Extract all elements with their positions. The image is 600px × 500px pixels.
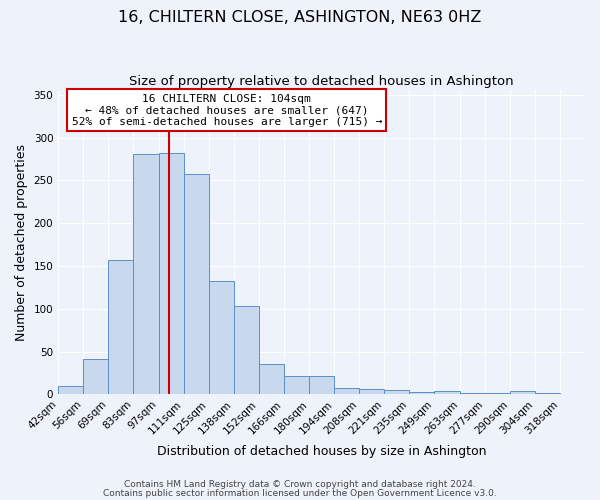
Text: Contains HM Land Registry data © Crown copyright and database right 2024.: Contains HM Land Registry data © Crown c… [124, 480, 476, 489]
Bar [359, 390, 385, 394]
Bar [409, 392, 434, 394]
Bar [158, 153, 184, 394]
Bar [133, 154, 158, 394]
Title: Size of property relative to detached houses in Ashington: Size of property relative to detached ho… [129, 75, 514, 88]
Bar [434, 391, 460, 394]
Bar [58, 386, 83, 394]
Text: 16, CHILTERN CLOSE, ASHINGTON, NE63 0HZ: 16, CHILTERN CLOSE, ASHINGTON, NE63 0HZ [118, 10, 482, 25]
Bar [535, 392, 560, 394]
Bar [234, 306, 259, 394]
Bar [309, 376, 334, 394]
Bar [460, 392, 485, 394]
Bar [109, 260, 133, 394]
Bar [184, 174, 209, 394]
Bar [209, 280, 234, 394]
Bar [485, 392, 510, 394]
Bar [510, 391, 535, 394]
Bar [385, 390, 409, 394]
X-axis label: Distribution of detached houses by size in Ashington: Distribution of detached houses by size … [157, 444, 487, 458]
Text: Contains public sector information licensed under the Open Government Licence v3: Contains public sector information licen… [103, 488, 497, 498]
Y-axis label: Number of detached properties: Number of detached properties [15, 144, 28, 341]
Bar [334, 388, 359, 394]
Bar [284, 376, 309, 394]
Text: 16 CHILTERN CLOSE: 104sqm
← 48% of detached houses are smaller (647)
52% of semi: 16 CHILTERN CLOSE: 104sqm ← 48% of detac… [71, 94, 382, 127]
Bar [259, 364, 284, 394]
Bar [83, 360, 109, 394]
